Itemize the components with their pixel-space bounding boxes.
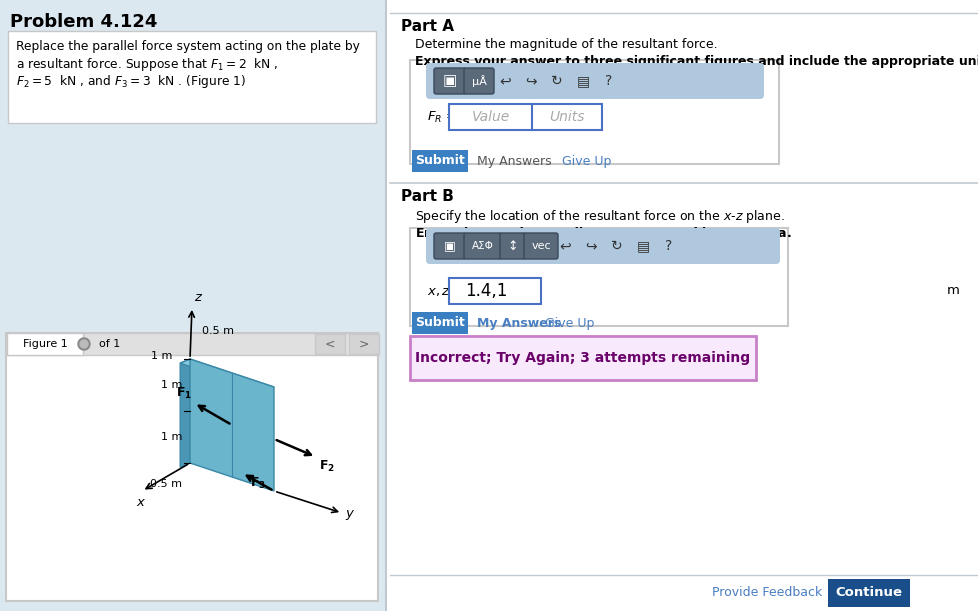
FancyBboxPatch shape xyxy=(0,0,385,611)
Text: Part A: Part A xyxy=(401,19,454,34)
Text: x: x xyxy=(136,496,144,509)
Polygon shape xyxy=(190,359,274,491)
Text: Units: Units xyxy=(549,110,584,124)
FancyBboxPatch shape xyxy=(410,228,787,326)
FancyBboxPatch shape xyxy=(315,334,344,354)
Text: ↪: ↪ xyxy=(585,239,597,253)
Text: ▣: ▣ xyxy=(442,73,457,89)
FancyBboxPatch shape xyxy=(8,31,376,123)
FancyBboxPatch shape xyxy=(523,233,557,259)
FancyBboxPatch shape xyxy=(464,68,494,94)
Text: $\mathbf{F_3}$: $\mathbf{F_3}$ xyxy=(249,476,266,491)
Text: Provide Feedback: Provide Feedback xyxy=(711,587,822,599)
Text: 1 m: 1 m xyxy=(151,351,172,361)
Text: Determine the magnitude of the resultant force.: Determine the magnitude of the resultant… xyxy=(415,38,717,51)
Text: ↕: ↕ xyxy=(508,240,517,252)
FancyBboxPatch shape xyxy=(412,150,467,172)
Text: $x, z$ =: $x, z$ = xyxy=(426,285,465,298)
Text: Incorrect; Try Again; 3 attempts remaining: Incorrect; Try Again; 3 attempts remaini… xyxy=(415,351,750,365)
Text: $\mathbf{F_1}$: $\mathbf{F_1}$ xyxy=(176,386,192,401)
Text: Problem 4.124: Problem 4.124 xyxy=(10,13,157,31)
Text: My Answers: My Answers xyxy=(476,316,560,329)
Text: m: m xyxy=(946,285,959,298)
Text: y: y xyxy=(344,507,352,519)
Text: ↻: ↻ xyxy=(610,239,622,253)
Text: ?: ? xyxy=(604,74,612,88)
Text: My Answers: My Answers xyxy=(476,155,551,167)
Polygon shape xyxy=(180,359,190,467)
Text: <: < xyxy=(325,337,334,351)
Text: Give Up: Give Up xyxy=(561,155,610,167)
Text: 0.5 m: 0.5 m xyxy=(150,479,182,489)
Text: Part B: Part B xyxy=(401,189,454,204)
Text: ▤: ▤ xyxy=(636,239,648,253)
Text: 1.4,1: 1.4,1 xyxy=(465,282,507,300)
Text: Continue: Continue xyxy=(834,587,902,599)
Polygon shape xyxy=(180,359,274,391)
FancyBboxPatch shape xyxy=(6,333,378,355)
Text: ?: ? xyxy=(665,239,672,253)
FancyBboxPatch shape xyxy=(433,68,466,94)
Text: Specify the location of the resultant force on the $x$-$z$ plane.: Specify the location of the resultant fo… xyxy=(415,208,784,225)
Text: Value: Value xyxy=(471,110,510,124)
FancyBboxPatch shape xyxy=(827,579,910,607)
Polygon shape xyxy=(80,340,88,348)
Text: vec: vec xyxy=(531,241,551,251)
Text: Submit: Submit xyxy=(415,155,465,167)
FancyBboxPatch shape xyxy=(425,228,779,264)
FancyBboxPatch shape xyxy=(433,233,466,259)
Text: μÅ: μÅ xyxy=(471,75,486,87)
Text: of 1: of 1 xyxy=(99,339,120,349)
FancyBboxPatch shape xyxy=(500,233,525,259)
Text: 0.5 m: 0.5 m xyxy=(201,326,234,336)
FancyBboxPatch shape xyxy=(412,312,467,334)
Text: 1 m: 1 m xyxy=(160,380,182,390)
Text: ↩: ↩ xyxy=(499,74,511,88)
FancyBboxPatch shape xyxy=(531,104,601,130)
Text: Submit: Submit xyxy=(415,316,465,329)
Text: Give Up: Give Up xyxy=(545,316,594,329)
Text: z: z xyxy=(194,291,200,304)
Text: ▤: ▤ xyxy=(576,74,589,88)
FancyBboxPatch shape xyxy=(425,63,763,99)
Text: Express your answer to three significant figures and include the appropriate uni: Express your answer to three significant… xyxy=(415,55,978,68)
Text: >: > xyxy=(358,337,369,351)
FancyBboxPatch shape xyxy=(6,333,378,601)
Text: Enter the $x$ and $z$ coordinates separated by a comma.: Enter the $x$ and $z$ coordinates separa… xyxy=(415,225,791,242)
FancyBboxPatch shape xyxy=(410,336,755,380)
Text: ↻: ↻ xyxy=(551,74,562,88)
Text: ▣: ▣ xyxy=(444,240,456,252)
Text: ΑΣΦ: ΑΣΦ xyxy=(471,241,494,251)
Text: Replace the parallel force system acting on the plate by: Replace the parallel force system acting… xyxy=(16,40,360,53)
FancyBboxPatch shape xyxy=(449,104,532,130)
Text: Figure 1: Figure 1 xyxy=(22,339,67,349)
Text: ↪: ↪ xyxy=(524,74,536,88)
FancyBboxPatch shape xyxy=(464,233,502,259)
Text: $\mathbf{F_2}$: $\mathbf{F_2}$ xyxy=(319,459,334,474)
Text: ↩: ↩ xyxy=(558,239,570,253)
Text: $F_2 = 5$  kN , and $F_3 = 3$  kN . (Figure 1): $F_2 = 5$ kN , and $F_3 = 3$ kN . (Figur… xyxy=(16,73,246,90)
FancyBboxPatch shape xyxy=(449,278,541,304)
Text: 1 m: 1 m xyxy=(160,432,182,442)
FancyBboxPatch shape xyxy=(410,60,778,164)
FancyBboxPatch shape xyxy=(348,334,378,354)
Polygon shape xyxy=(78,338,90,350)
FancyBboxPatch shape xyxy=(7,333,83,355)
Text: $F_R$ =: $F_R$ = xyxy=(426,109,457,125)
Text: a resultant force. Suppose that $F_1 = 2$  kN ,: a resultant force. Suppose that $F_1 = 2… xyxy=(16,56,279,73)
